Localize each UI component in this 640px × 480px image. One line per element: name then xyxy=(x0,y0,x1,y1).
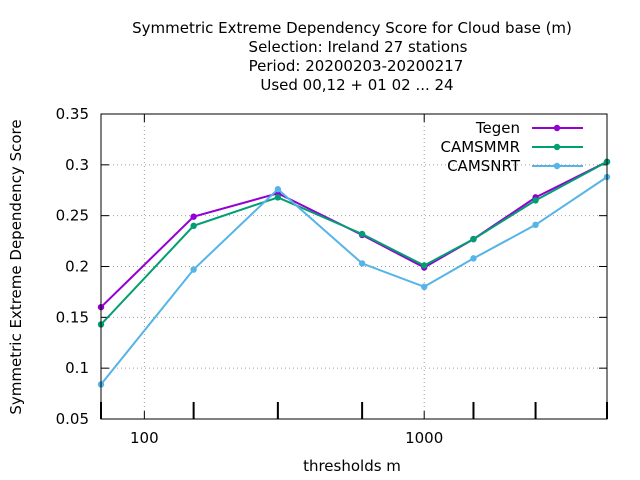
legend-item: Tegen xyxy=(475,119,583,137)
data-point xyxy=(358,260,366,267)
x-axis-label: thresholds m xyxy=(303,457,401,475)
data-point xyxy=(190,266,197,273)
y-tick-label: 0.25 xyxy=(56,207,89,225)
data-point xyxy=(532,197,539,204)
legend-label: CAMSNRT xyxy=(447,157,521,175)
legend-label: CAMSMMR xyxy=(440,138,520,156)
data-point xyxy=(274,194,282,201)
legend-marker xyxy=(553,162,561,170)
title-line-1: Symmetric Extreme Dependency Score for C… xyxy=(132,19,572,37)
legend-marker xyxy=(553,124,561,132)
data-point xyxy=(190,222,197,230)
data-point xyxy=(532,221,539,229)
data-point xyxy=(470,235,477,243)
y-tick-label: 0.2 xyxy=(65,258,89,276)
title-line-4: Used 00,12 + 01 02 ... 24 xyxy=(260,76,453,94)
axis-ticks: 0.05 0.1 0.15 0.2 0.25 0.3 0.35 100 1000 xyxy=(56,105,608,447)
y-tick-label: 0.1 xyxy=(65,359,89,377)
series-line xyxy=(100,176,608,386)
series-camsnrt xyxy=(97,173,611,388)
series-line xyxy=(100,160,608,326)
series-layer xyxy=(97,158,611,388)
data-point xyxy=(274,186,282,193)
series-camsmmr xyxy=(97,158,611,328)
y-axis-label: Symmetric Extreme Dependency Score xyxy=(7,119,25,414)
y-tick-label: 0.15 xyxy=(56,308,89,326)
x-tick-label: 100 xyxy=(130,429,159,447)
chart-title: Symmetric Extreme Dependency Score for C… xyxy=(132,19,572,94)
grid-lines xyxy=(101,114,607,419)
y-tick-label: 0.3 xyxy=(65,156,89,174)
legend-item: CAMSMMR xyxy=(440,138,583,156)
x-tick-label: 1000 xyxy=(405,429,443,447)
legend-label: Tegen xyxy=(475,119,520,137)
title-line-3: Period: 20200203-20200217 xyxy=(249,57,464,75)
y-tick-label: 0.35 xyxy=(56,105,89,123)
data-point xyxy=(420,262,428,269)
data-point xyxy=(190,213,197,220)
data-point xyxy=(358,230,366,238)
series-line xyxy=(100,160,608,308)
plot-frame xyxy=(100,113,608,420)
data-point xyxy=(470,255,477,262)
legend-marker xyxy=(553,143,561,151)
data-point xyxy=(420,283,428,291)
series-tegen xyxy=(97,158,611,311)
title-line-2: Selection: Ireland 27 stations xyxy=(249,38,468,56)
legend-item: CAMSNRT xyxy=(447,157,583,175)
y-tick-label: 0.05 xyxy=(56,410,89,428)
